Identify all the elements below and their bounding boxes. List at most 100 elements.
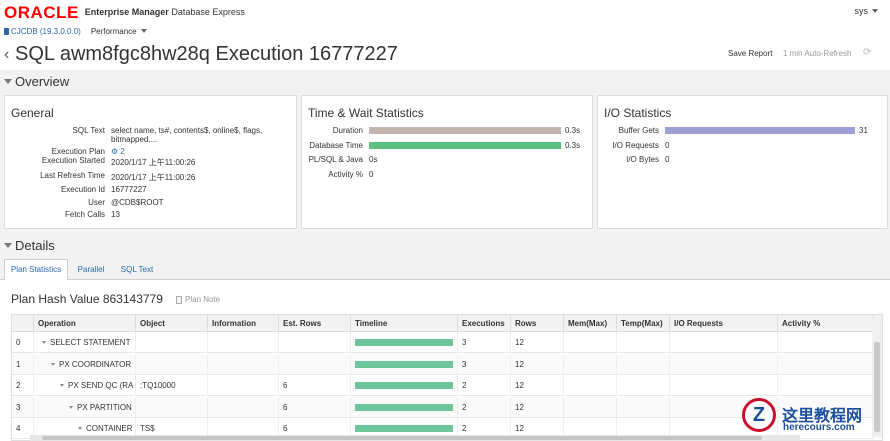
- expand-triangle-icon[interactable]: [51, 362, 55, 366]
- back-chevron-icon[interactable]: ‹: [4, 46, 10, 63]
- cell-empty: [778, 375, 874, 396]
- cell-empty: [617, 353, 670, 375]
- cell-empty: [778, 353, 874, 375]
- table-row[interactable]: 0 SELECT STATEMENT 3 12: [12, 332, 874, 353]
- auto-refresh-button[interactable]: 1 min Auto-Refresh: [783, 49, 852, 58]
- timeline-bar: [355, 360, 453, 368]
- stat-value: 0.3s: [565, 140, 581, 150]
- fetch-calls-label: Fetch Calls: [64, 210, 105, 219]
- table-header: Operation Object Information Est. Rows Timel…: [12, 315, 882, 332]
- cell-timeline: [351, 332, 458, 353]
- execution-plan-label: Execution Plan: [51, 147, 105, 156]
- column-header-activity[interactable]: Activity %: [778, 315, 874, 332]
- cell-executions: 2: [458, 396, 511, 418]
- execution-plan-link[interactable]: ⚙ 2: [111, 147, 125, 156]
- product-title: Enterprise Manager Database Express: [85, 7, 245, 17]
- column-header-rows[interactable]: Rows: [511, 315, 564, 332]
- cell-empty: [617, 418, 670, 439]
- cell-operation: PX PARTITION: [34, 396, 136, 418]
- stat-value: 0s: [369, 155, 378, 164]
- cell-id: 0: [12, 332, 34, 353]
- column-header-temp-max[interactable]: Temp(Max): [617, 315, 670, 332]
- plan-statistics-table: Operation Object Information Est. Rows Timel…: [11, 314, 883, 441]
- collapse-triangle-icon: [4, 78, 12, 84]
- sql-text-value-line1[interactable]: select name, ts#, contents$, online$, fl…: [111, 126, 263, 135]
- database-link[interactable]: CJCDB (19.3.0.0.0): [4, 27, 81, 36]
- expand-triangle-icon[interactable]: [42, 341, 46, 344]
- performance-menu[interactable]: Performance: [91, 27, 147, 36]
- cell-est-rows: 6: [279, 418, 351, 439]
- user-menu[interactable]: sys: [854, 6, 878, 16]
- column-header-mem-max[interactable]: Mem(Max): [564, 315, 617, 332]
- column-header-information[interactable]: Information: [208, 315, 279, 332]
- last-refresh-label: Last Refresh Time: [40, 171, 105, 180]
- stat-label: Buffer Gets: [618, 126, 659, 135]
- cell-information: [208, 353, 279, 375]
- table-row[interactable]: 2 PX SEND QC (RA:TQ10000 6 2 12: [12, 375, 874, 396]
- stat-value: 0: [665, 155, 670, 164]
- general-panel: General SQL Text select name, ts#, conte…: [4, 95, 297, 229]
- sql-text-value-line2[interactable]: bitmapped,...: [111, 135, 158, 144]
- cell-empty: [670, 396, 778, 418]
- column-header-object[interactable]: Object: [136, 315, 208, 332]
- cell-object: [136, 332, 208, 353]
- product-title-rest: Database Express: [171, 7, 245, 17]
- table-row[interactable]: 1 PX COORDINATOR 3 12: [12, 353, 874, 375]
- column-header-est-rows[interactable]: Est. Rows: [279, 315, 351, 332]
- tab-plan-statistics[interactable]: Plan Statistics: [4, 259, 68, 280]
- watermark-logo: Z: [742, 398, 776, 432]
- vertical-scroll-thumb[interactable]: [874, 342, 880, 432]
- cell-object: TS$: [136, 418, 208, 439]
- execution-plan-value: 2: [120, 147, 125, 156]
- save-report-button[interactable]: Save Report: [728, 49, 773, 58]
- timeline-bar: [355, 339, 453, 346]
- cell-empty: [617, 332, 670, 353]
- cell-executions: 3: [458, 353, 511, 375]
- tab-sql-text[interactable]: SQL Text: [120, 265, 154, 274]
- cell-timeline: [351, 353, 458, 375]
- last-refresh-value: 2020/1/17 上午11:00:26: [111, 173, 196, 182]
- stat-value: 0.3s: [565, 126, 581, 135]
- timeline-bar: [355, 382, 453, 389]
- stat-bar: [369, 141, 561, 149]
- horizontal-scroll-thumb[interactable]: [42, 436, 762, 440]
- column-header-timeline[interactable]: Timeline: [351, 315, 458, 332]
- details-section-toggle[interactable]: Details: [0, 235, 890, 255]
- horizontal-scrollbar[interactable]: [30, 435, 800, 441]
- overview-section-toggle[interactable]: Overview: [0, 71, 890, 91]
- time-wait-panel: Time & Wait Statistics Duration 0.3s Datab…: [301, 95, 593, 229]
- plan-note-label: Plan Note: [185, 295, 221, 304]
- table-row[interactable]: 3 PX PARTITION 6 2 12: [12, 396, 874, 418]
- tab-parallel[interactable]: Parallel: [77, 265, 105, 274]
- plan-note-button[interactable]: Plan Note: [176, 295, 220, 304]
- cell-empty: [617, 375, 670, 396]
- operation-name: SELECT STATEMENT: [50, 338, 131, 347]
- execution-id-label: Execution Id: [60, 185, 105, 194]
- column-header-i-o-requests[interactable]: I/O Requests: [670, 315, 778, 332]
- user-name: sys: [854, 6, 869, 16]
- expand-triangle-icon[interactable]: [69, 405, 73, 409]
- oracle-logo: ORACLE: [4, 2, 79, 22]
- cell-timeline: [351, 375, 458, 396]
- stat-label: PL/SQL & Java: [308, 155, 363, 164]
- cell-empty: [670, 332, 778, 353]
- header-id-cell: [12, 315, 34, 332]
- expand-triangle-icon[interactable]: [78, 427, 82, 430]
- details-tabs: Plan Statistics Parallel SQL Text: [0, 259, 890, 280]
- execution-id-value: 16777227: [111, 185, 147, 194]
- expand-triangle-icon[interactable]: [60, 384, 64, 387]
- cell-information: [208, 418, 279, 439]
- cell-id: 1: [12, 353, 34, 375]
- column-header-executions[interactable]: Executions: [458, 315, 511, 332]
- cell-object: :TQ10000: [136, 375, 208, 396]
- refresh-icon[interactable]: ⟳: [863, 47, 872, 58]
- column-header-operation[interactable]: Operation: [34, 315, 136, 332]
- cell-operation: CONTAINER: [34, 418, 136, 439]
- cell-id: 4: [12, 418, 34, 439]
- operation-name: PX SEND QC (RA: [68, 381, 134, 390]
- vertical-scrollbar[interactable]: [872, 319, 882, 437]
- cell-empty: [564, 353, 617, 375]
- cell-timeline: [351, 418, 458, 439]
- cell-est-rows: 6: [279, 396, 351, 418]
- watermark-text: 这里教程网: [782, 406, 863, 425]
